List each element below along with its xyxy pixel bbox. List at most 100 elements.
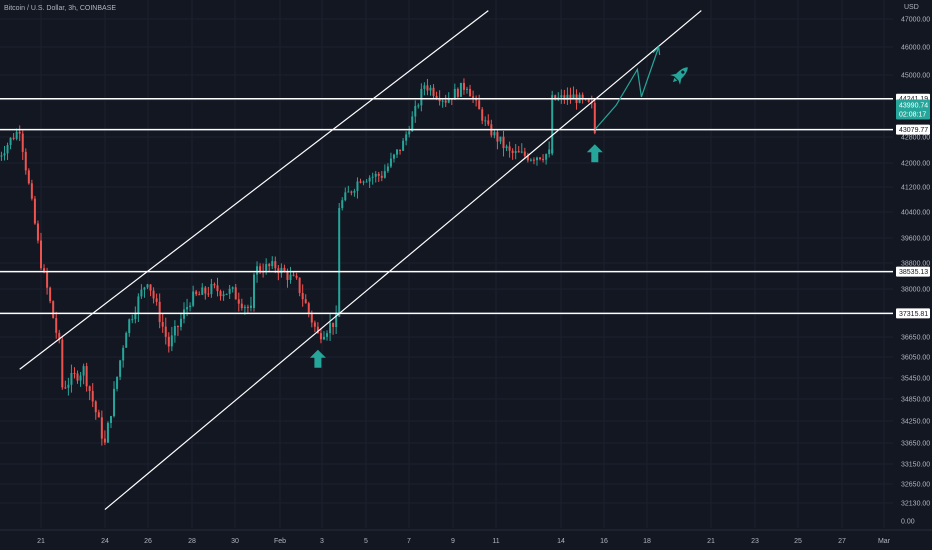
candle-body bbox=[338, 208, 341, 317]
candle-body bbox=[517, 151, 520, 153]
candle-body bbox=[21, 133, 24, 152]
candle-body bbox=[514, 151, 517, 153]
candle-body bbox=[526, 155, 529, 161]
candle-body bbox=[545, 154, 548, 160]
candle-body bbox=[478, 100, 481, 110]
candle-body bbox=[310, 312, 313, 323]
candle-body bbox=[46, 271, 49, 288]
candle-body bbox=[322, 336, 325, 340]
candle-body bbox=[61, 358, 64, 388]
level-price-label: 37315.81 bbox=[899, 311, 928, 318]
candle-body bbox=[256, 266, 259, 275]
candle-body bbox=[116, 376, 119, 389]
candle-body bbox=[164, 326, 167, 337]
channel-upper-line bbox=[19, 10, 489, 370]
candle-body bbox=[386, 166, 389, 172]
candle-body bbox=[286, 271, 289, 280]
x-tick-label: 5 bbox=[364, 538, 368, 545]
candle-body bbox=[332, 322, 335, 328]
candle-body bbox=[408, 131, 411, 135]
candle-body bbox=[73, 373, 76, 375]
y-tick-label: 40400.00 bbox=[901, 210, 930, 217]
candle-body bbox=[426, 85, 429, 91]
y-tick-label: 47000.00 bbox=[901, 17, 930, 24]
candle-body bbox=[36, 223, 39, 241]
candle-body bbox=[505, 146, 508, 149]
candle-body bbox=[274, 261, 277, 269]
candle-body bbox=[189, 305, 192, 308]
level-price-label-bg bbox=[896, 308, 930, 319]
candle-body bbox=[85, 366, 88, 387]
candle-body bbox=[204, 287, 207, 294]
arrow-up-icon bbox=[586, 144, 603, 163]
candle-body bbox=[49, 287, 52, 302]
candle-body bbox=[167, 336, 170, 347]
projection-path bbox=[594, 45, 661, 131]
x-tick-label: 11 bbox=[492, 538, 499, 545]
countdown: 02:08:17 bbox=[899, 112, 926, 119]
y-tick-label: 41200.00 bbox=[901, 185, 930, 192]
y-tick-label: 0.00 bbox=[901, 519, 915, 526]
candle-body bbox=[271, 261, 274, 267]
candle-body bbox=[362, 181, 365, 183]
candle-body bbox=[295, 275, 298, 278]
candle-body bbox=[459, 82, 462, 97]
candle-body bbox=[481, 109, 484, 121]
candle-body bbox=[122, 347, 125, 361]
candle-body bbox=[237, 299, 240, 304]
y-tick-label: 32130.00 bbox=[901, 501, 930, 508]
candle-body bbox=[392, 154, 395, 159]
x-tick-label: 3 bbox=[320, 538, 324, 545]
x-tick-label: 7 bbox=[407, 538, 411, 545]
candle-body bbox=[411, 116, 414, 132]
candle-body bbox=[225, 293, 228, 295]
candle-body bbox=[134, 313, 137, 320]
candle-body bbox=[396, 149, 399, 155]
y-tick-label: 38800.00 bbox=[901, 261, 930, 268]
candle-body bbox=[195, 291, 198, 295]
y-tick-label: 45000.00 bbox=[901, 73, 930, 80]
y-tick-label: 32650.00 bbox=[901, 482, 930, 489]
symbol-title: Bitcoin / U.S. Dollar, 3h, COINBASE bbox=[4, 5, 117, 12]
candle-body bbox=[88, 386, 91, 392]
candle-body bbox=[109, 416, 112, 423]
candle-body bbox=[444, 100, 447, 103]
candle-body bbox=[55, 318, 58, 333]
candle-body bbox=[347, 191, 350, 193]
price-labels: 44241.1943079.7738535.1337315.8143990.74… bbox=[896, 93, 930, 319]
candle-body bbox=[341, 200, 344, 209]
candle-body bbox=[219, 291, 222, 297]
projection-arrowhead bbox=[652, 45, 661, 56]
candle-body bbox=[3, 153, 6, 156]
candle-body bbox=[329, 322, 332, 334]
candle-body bbox=[353, 190, 356, 193]
candle-body bbox=[33, 198, 36, 224]
candle-body bbox=[511, 150, 514, 153]
candle-body bbox=[502, 136, 505, 149]
trend-channel bbox=[19, 10, 702, 511]
candle-body bbox=[216, 285, 219, 292]
y-tick-label: 42000.00 bbox=[901, 161, 930, 168]
candle-body bbox=[316, 326, 319, 334]
candle-body bbox=[542, 159, 545, 161]
candle-body bbox=[307, 303, 310, 313]
time-axis[interactable]: 21 24 26 28 30 Feb 3 5 7 9 11 14 16 18 21 23 25 27 Mar bbox=[0, 529, 932, 550]
candle-body bbox=[539, 157, 542, 160]
candle-body bbox=[402, 140, 405, 151]
candle-body bbox=[76, 373, 79, 381]
candle-body bbox=[18, 131, 21, 134]
level-price-label: 38535.13 bbox=[899, 269, 928, 276]
candle-body bbox=[560, 95, 563, 98]
candle-body bbox=[420, 88, 423, 106]
x-tick-label: Mar bbox=[878, 538, 891, 545]
candle-body bbox=[253, 274, 255, 308]
candle-body bbox=[587, 99, 590, 102]
y-tick-label: 36050.00 bbox=[901, 355, 930, 362]
y-tick-label: 34850.00 bbox=[901, 397, 930, 404]
x-tick-label: Feb bbox=[274, 538, 286, 545]
candle-body bbox=[593, 108, 596, 134]
candle-body bbox=[100, 417, 103, 439]
candle-body bbox=[487, 120, 490, 125]
